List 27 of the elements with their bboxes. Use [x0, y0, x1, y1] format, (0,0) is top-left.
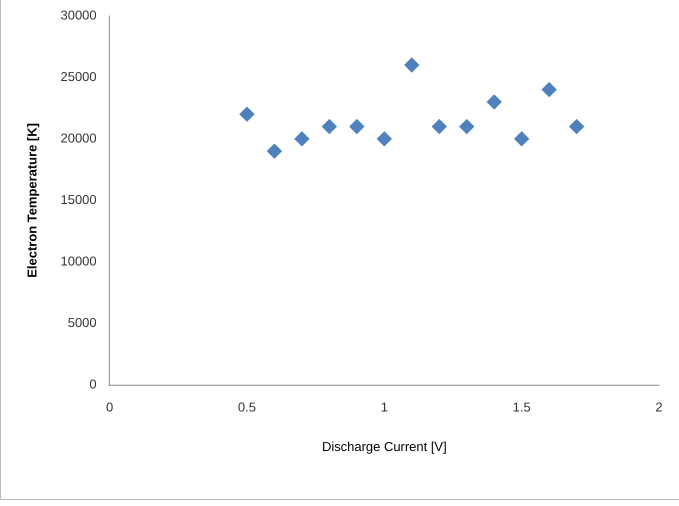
point: [322, 119, 337, 134]
x-tick-label: 1.5: [512, 399, 531, 414]
y-tick-label: 30000: [60, 7, 97, 22]
point: [432, 119, 447, 134]
x-tick-label: 1: [380, 399, 388, 414]
y-tick-label: 20000: [60, 130, 97, 146]
x-tick-label: 0.5: [238, 399, 256, 414]
point: [404, 58, 420, 72]
y-tick-label: 0: [89, 376, 97, 392]
point: [542, 82, 557, 98]
x-axis-title: Discharge Current [V]: [322, 438, 447, 454]
point: [266, 144, 282, 159]
point: [376, 131, 392, 146]
point: [514, 131, 530, 146]
point: [294, 131, 310, 146]
point: [569, 119, 584, 134]
y-tick-label: 15000: [60, 192, 97, 207]
y-tick-label: 10000: [60, 254, 97, 269]
x-tick-label: 0: [106, 399, 114, 414]
point: [349, 119, 364, 134]
point: [459, 119, 474, 134]
x-tick-label: 2: [655, 399, 663, 414]
y-axis-title: Electron Temperature [K]: [24, 123, 40, 278]
y-tick-label: 25000: [60, 68, 97, 84]
y-tick-label: 5000: [68, 315, 97, 330]
point: [239, 106, 254, 122]
point: [486, 94, 502, 110]
